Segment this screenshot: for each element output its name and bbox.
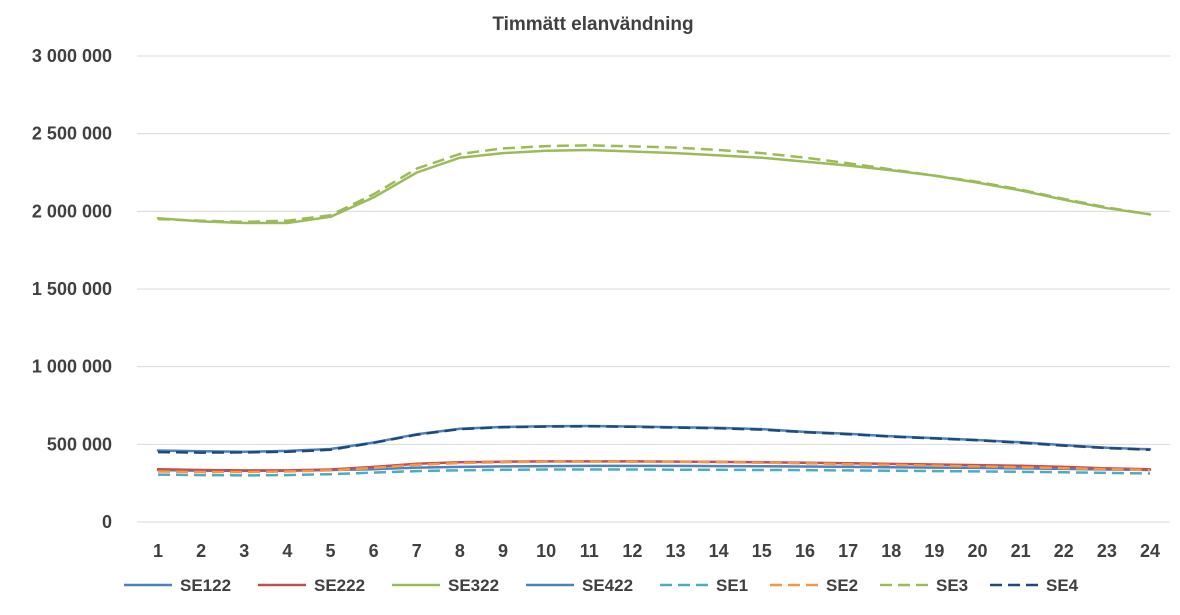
chart-title: Timmätt elanvändning — [492, 14, 693, 35]
y-tick-label: 1 500 000 — [32, 279, 112, 299]
x-tick-label: 18 — [881, 541, 901, 561]
x-tick-label: 6 — [369, 541, 379, 561]
x-tick-label: 10 — [536, 541, 556, 561]
legend-label-se322: SE322 — [448, 576, 499, 595]
series-line-se2 — [157, 460, 1151, 474]
x-tick-label: 2 — [196, 541, 206, 561]
legend-label-se2: SE2 — [826, 576, 858, 595]
legend-label-se122: SE122 — [180, 576, 231, 595]
x-tick-label: 24 — [1140, 541, 1160, 561]
series-line-se322 — [156, 148, 1152, 225]
x-tick-label: 8 — [455, 541, 465, 561]
x-tick-label: 21 — [1011, 541, 1031, 561]
legend: SE122 SE222 SE322 SE422 SE1 SE2 SE3 SE4 — [124, 576, 1079, 595]
y-tick-label: 2 000 000 — [32, 201, 112, 221]
x-tick-label: 7 — [412, 541, 422, 561]
gridlines — [137, 55, 1170, 523]
x-tick-label: 1 — [153, 541, 163, 561]
x-tick-label: 15 — [752, 541, 772, 561]
y-tick-label: 1 000 000 — [32, 357, 112, 377]
x-tick-label: 9 — [498, 541, 508, 561]
y-tick-label: 500 000 — [47, 434, 112, 454]
x-tick-label: 22 — [1054, 541, 1074, 561]
series-line-se3 — [157, 144, 1151, 224]
y-axis: 0 500 000 1 000 000 1 500 000 2 000 000 2 500… — [32, 46, 112, 532]
y-tick-label: 0 — [102, 512, 112, 532]
x-tick-label: 14 — [709, 541, 729, 561]
series-line-se4 — [157, 425, 1151, 454]
legend-label-se222: SE222 — [314, 576, 365, 595]
legend-label-se4: SE4 — [1046, 576, 1079, 595]
x-tick-label: 3 — [239, 541, 249, 561]
x-axis: 1 2 3 4 5 6 7 8 9 10 11 12 13 14 15 16 17 18 19 20 21 22 23 24 — [153, 541, 1160, 561]
legend-label-se1: SE1 — [716, 576, 748, 595]
x-tick-label: 17 — [838, 541, 858, 561]
x-tick-label: 19 — [924, 541, 944, 561]
x-tick-label: 11 — [580, 541, 599, 561]
x-tick-label: 12 — [622, 541, 642, 561]
series-lines — [156, 144, 1152, 477]
y-tick-label: 3 000 000 — [32, 46, 112, 66]
x-tick-label: 20 — [967, 541, 987, 561]
series-line-se422 — [156, 424, 1152, 454]
y-tick-label: 2 500 000 — [32, 124, 112, 144]
x-tick-label: 4 — [282, 541, 292, 561]
x-tick-label: 13 — [666, 541, 686, 561]
legend-label-se3: SE3 — [936, 576, 968, 595]
series-line-se1 — [157, 468, 1151, 477]
legend-label-se422: SE422 — [582, 576, 633, 595]
x-tick-label: 16 — [795, 541, 815, 561]
x-tick-label: 23 — [1097, 541, 1117, 561]
x-tick-label: 5 — [326, 541, 336, 561]
